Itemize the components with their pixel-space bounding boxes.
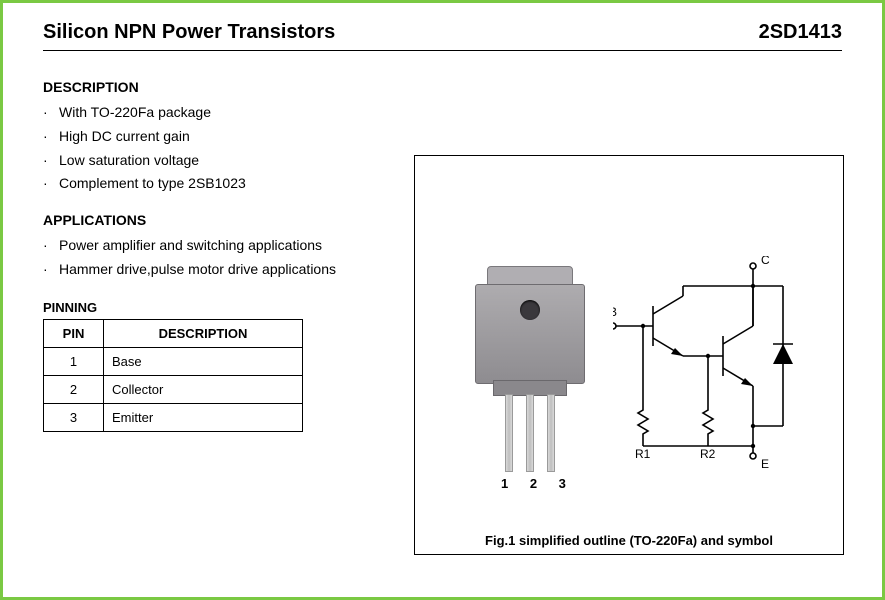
pinning-col-desc: DESCRIPTION <box>104 319 303 347</box>
applications-heading: APPLICATIONS <box>43 212 453 228</box>
applications-item: Power amplifier and switching applicatio… <box>43 234 453 258</box>
pin-desc: Collector <box>104 375 303 403</box>
terminal-c-label: C <box>761 256 770 267</box>
table-row: 2 Collector <box>44 375 303 403</box>
terminal-b-label: B <box>613 305 617 319</box>
package-pin-numbers: 1 2 3 <box>501 476 575 491</box>
pin-desc: Emitter <box>104 403 303 431</box>
description-item: High DC current gain <box>43 125 453 149</box>
description-item: Low saturation voltage <box>43 149 453 173</box>
package-lead-3 <box>547 394 555 472</box>
package-lead-1 <box>505 394 513 472</box>
header: Silicon NPN Power Transistors 2SD1413 <box>43 21 842 51</box>
table-row: 3 Emitter <box>44 403 303 431</box>
part-number: 2SD1413 <box>759 21 842 44</box>
description-item: Complement to type 2SB1023 <box>43 172 453 196</box>
pin-desc: Base <box>104 347 303 375</box>
schematic-symbol: B C E R1 R2 <box>613 256 823 486</box>
pinning-table: PIN DESCRIPTION 1 Base 2 Collector 3 Emi… <box>43 319 303 432</box>
figure-box: 1 2 3 <box>414 155 844 555</box>
description-list: With TO-220Fa package High DC current ga… <box>43 101 453 196</box>
description-item: With TO-220Fa package <box>43 101 453 125</box>
pinning-col-pin: PIN <box>44 319 104 347</box>
applications-item: Hammer drive,pulse motor drive applicati… <box>43 258 453 282</box>
r1-label: R1 <box>635 447 651 461</box>
left-column: DESCRIPTION With TO-220Fa package High D… <box>43 79 453 432</box>
package-lead-2 <box>526 394 534 472</box>
pinning-heading: PINNING <box>43 300 453 315</box>
description-heading: DESCRIPTION <box>43 79 453 95</box>
table-row: 1 Base <box>44 347 303 375</box>
package-body <box>475 284 585 384</box>
pin-num: 3 <box>44 403 104 431</box>
package-outline: 1 2 3 <box>475 266 585 496</box>
r2-label: R2 <box>700 447 716 461</box>
pin-num: 2 <box>44 375 104 403</box>
pin-num: 1 <box>44 347 104 375</box>
terminal-e-label: E <box>761 457 769 471</box>
page-title: Silicon NPN Power Transistors <box>43 21 335 44</box>
package-mounting-hole <box>520 300 540 320</box>
figure-caption: Fig.1 simplified outline (TO-220Fa) and … <box>415 533 843 548</box>
datasheet-page: Silicon NPN Power Transistors 2SD1413 DE… <box>3 3 882 597</box>
applications-list: Power amplifier and switching applicatio… <box>43 234 453 282</box>
